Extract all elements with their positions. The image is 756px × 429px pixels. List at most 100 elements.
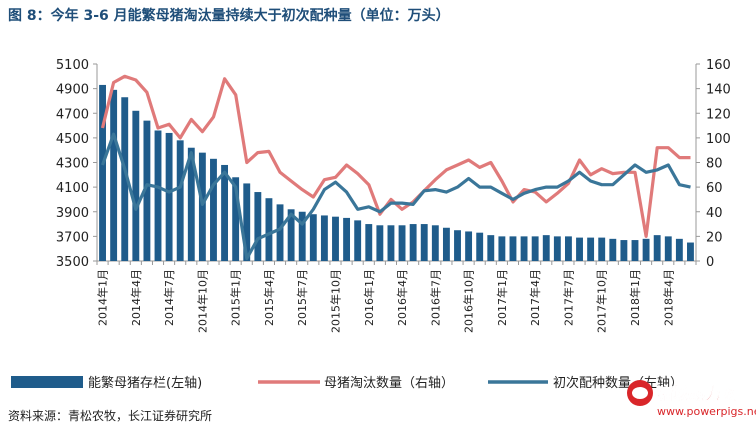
y-left-tick-label: 4100 [56, 181, 89, 196]
bar [165, 132, 173, 261]
bar [187, 147, 195, 261]
bar [420, 224, 428, 261]
bar [476, 232, 484, 261]
y-right-tick-label: 100 [706, 132, 731, 147]
bar [198, 152, 206, 261]
y-right-tick-label: 0 [706, 255, 714, 270]
y-left-tick-label: 3500 [56, 255, 89, 270]
bar [232, 177, 240, 261]
x-tick-label: 2017年10月 [595, 269, 609, 333]
x-tick-label: 2018年4月 [661, 269, 675, 326]
y-left-tick-label: 5100 [56, 58, 89, 73]
x-tick-label: 2015年1月 [229, 269, 243, 326]
x-tick-label: 2015年10月 [328, 269, 342, 333]
x-tick-labels: 2014年1月 2014年4月 2014年7月 2014年10月 2015年1月 2015… [96, 269, 676, 333]
bar [642, 238, 650, 261]
bar [609, 238, 617, 261]
bar [287, 209, 295, 261]
y-left-tick-label: 4700 [56, 107, 89, 122]
x-tick-label: 2014年1月 [96, 269, 110, 326]
bar [631, 240, 639, 261]
bar [354, 220, 362, 261]
y-right-tick-label: 60 [706, 181, 723, 196]
y-right-tick-label: 80 [706, 157, 723, 172]
bar [110, 89, 118, 261]
bar [620, 240, 628, 261]
bar [465, 231, 473, 261]
x-tick-label: 2016年4月 [395, 269, 409, 326]
bar [121, 97, 129, 262]
bar [553, 236, 561, 261]
y-left-tick-label: 3700 [56, 230, 89, 245]
chart-title: 图 8：今年 3-6 月能繁母猪淘汰量持续大于初次配种量（单位：万头） [8, 8, 450, 24]
line-first-breeding [100, 132, 691, 261]
bar [154, 130, 162, 261]
watermark-url: www.powerpigs.net [657, 405, 756, 418]
legend-label-cull: 母猪淘汰数量（右轴） [324, 376, 454, 391]
bar [143, 120, 151, 261]
bar [320, 215, 328, 261]
bar [564, 236, 572, 261]
y-right-tick-label: 160 [706, 58, 731, 73]
bar [398, 225, 406, 261]
bar [587, 237, 595, 261]
bar [598, 237, 606, 261]
bar [531, 236, 539, 261]
y-left-tick-label: 3900 [56, 206, 89, 221]
x-tick-label: 2017年1月 [495, 269, 509, 326]
x-tick-label: 2016年7月 [428, 269, 442, 326]
bar [99, 84, 106, 262]
bar [498, 236, 506, 261]
line-series [100, 74, 691, 261]
bar [687, 242, 694, 261]
bar [520, 236, 528, 261]
x-tick-label: 2017年4月 [528, 269, 542, 326]
bar [454, 230, 461, 261]
source-note: 资料来源：青松农牧，长江证券研究所 [8, 409, 213, 423]
y-left-tick-label: 4300 [56, 157, 89, 172]
bar [509, 236, 517, 261]
y-right-tick-label: 120 [706, 107, 731, 122]
y-left-tick-label: 4500 [56, 132, 89, 147]
bar [332, 216, 339, 261]
bar [487, 235, 495, 261]
legend-swatch-bar [11, 376, 83, 388]
bar [376, 225, 384, 261]
y-right-tick-label: 40 [706, 206, 723, 221]
bar [409, 224, 417, 261]
watermark: 猪场动力网 www.powerpigs.net [627, 380, 756, 418]
watermark-text: 猪场动力网 [656, 384, 737, 403]
bar [210, 158, 217, 261]
bar [365, 224, 373, 261]
x-tick-label: 2017年7月 [561, 269, 575, 326]
y-right-tick-label: 20 [706, 230, 723, 245]
bar [176, 140, 184, 261]
x-tick-label: 2014年4月 [129, 269, 143, 326]
bar [243, 183, 251, 261]
bar [309, 214, 317, 261]
bar [265, 198, 273, 261]
bar-series-sow-inventory [99, 84, 694, 262]
bar [343, 217, 351, 261]
x-tick-label: 2018年1月 [628, 269, 642, 326]
bar [254, 192, 262, 261]
bar [442, 227, 450, 261]
x-tick-label: 2016年10月 [462, 269, 476, 333]
x-tick-label: 2015年4月 [262, 269, 276, 326]
y-left-tick-label: 4900 [56, 83, 89, 98]
watermark-pig-icon [632, 387, 648, 399]
bar [675, 238, 683, 261]
bar [542, 235, 550, 261]
bar [431, 225, 439, 261]
axes: 3500 3700 3900 4100 4300 4500 4700 4900 5100 0 20 4… [56, 58, 731, 270]
bar [576, 237, 583, 261]
legend-label-bar: 能繁母猪存栏(左轴) [88, 375, 202, 391]
bar [276, 204, 284, 261]
legend: 能繁母猪存栏(左轴) 母猪淘汰数量（右轴） 初次配种数量（左轴） [11, 375, 683, 391]
x-tick-label: 2014年7月 [162, 269, 176, 326]
bar [221, 164, 229, 261]
bar [664, 236, 672, 261]
bar [653, 235, 661, 261]
bar [387, 225, 395, 261]
